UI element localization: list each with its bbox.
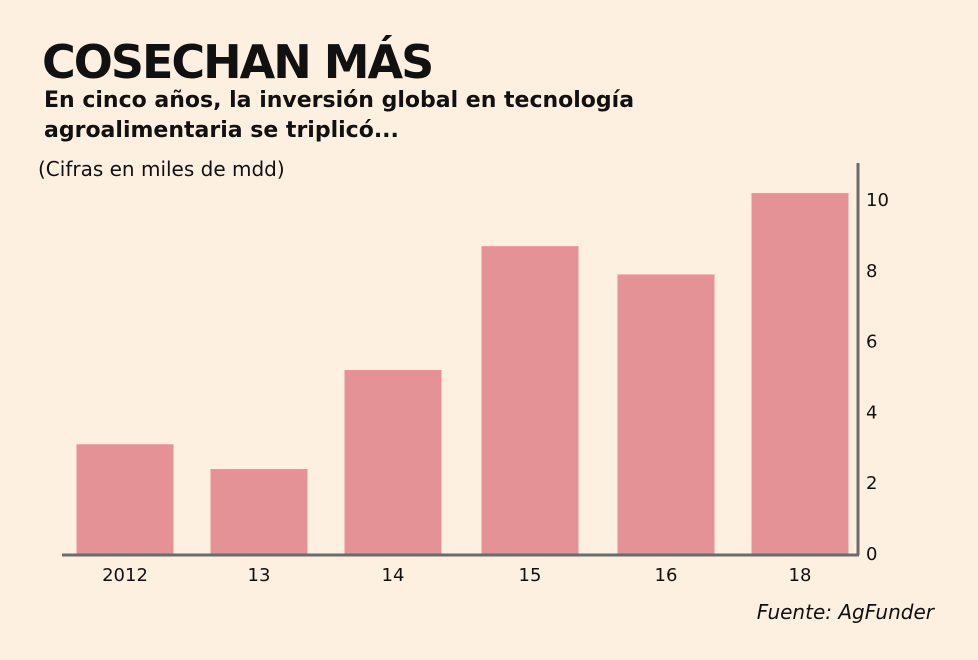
bar-16 <box>617 274 715 554</box>
y-tick-label-2: 2 <box>866 473 877 494</box>
x-tick-label-16: 16 <box>655 565 678 586</box>
bar-2012 <box>76 444 174 554</box>
bar-18 <box>751 193 849 555</box>
y-tick-label-0: 0 <box>866 544 877 565</box>
x-tick-labels: 2012 13 14 15 16 18 <box>102 565 811 586</box>
bar-14 <box>344 370 442 554</box>
y-tick-label-10: 10 <box>866 190 889 211</box>
bars-group <box>76 193 849 555</box>
x-tick-label-2012: 2012 <box>102 565 148 586</box>
chart-title: COSECHAN MÁS <box>42 35 434 89</box>
x-tick-label-13: 13 <box>248 565 271 586</box>
x-tick-label-14: 14 <box>382 565 405 586</box>
x-tick-label-18: 18 <box>789 565 812 586</box>
y-tick-label-4: 4 <box>866 402 877 423</box>
unit-note: (Cifras en miles de mdd) <box>38 157 285 181</box>
bar-13 <box>210 469 308 554</box>
x-tick-label-15: 15 <box>519 565 542 586</box>
y-tick-label-6: 6 <box>866 332 877 353</box>
y-tick-label-8: 8 <box>866 261 877 282</box>
source-note: Fuente: AgFunder <box>756 600 934 624</box>
chart-subtitle: En cinco años, la inversión global en te… <box>44 88 635 143</box>
y-axis: 0 2 4 6 8 10 <box>856 163 889 565</box>
bar-15 <box>481 246 579 554</box>
